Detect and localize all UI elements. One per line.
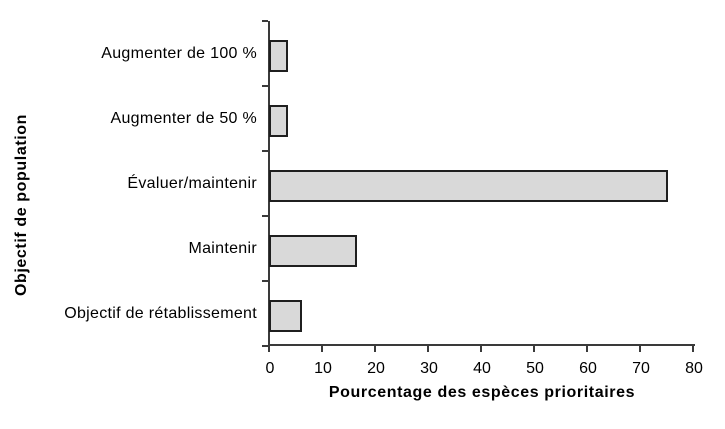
x-axis-tick <box>586 346 588 352</box>
y-axis-tick <box>262 215 268 217</box>
x-tick-label: 80 <box>685 360 703 377</box>
x-axis-tick <box>374 346 376 352</box>
x-tick-label: 30 <box>420 360 438 377</box>
x-tick-label: 20 <box>367 360 385 377</box>
category-label: Objectif de rétablissement <box>64 305 257 322</box>
x-axis-tick <box>480 346 482 352</box>
y-axis-tick <box>262 85 268 87</box>
x-tick-label: 40 <box>473 360 491 377</box>
x-tick-label: 10 <box>314 360 332 377</box>
bar-2 <box>269 170 668 202</box>
category-label: Augmenter de 50 % <box>110 110 257 127</box>
bar-4 <box>269 300 302 332</box>
bar-1 <box>269 105 288 137</box>
x-axis-tick <box>427 346 429 352</box>
x-axis-tick <box>533 346 535 352</box>
x-axis-line <box>268 344 695 346</box>
y-axis-tick <box>262 150 268 152</box>
x-axis-title: Pourcentage des espèces prioritaires <box>328 384 636 401</box>
bar-3 <box>269 235 357 267</box>
x-tick-label: 60 <box>579 360 597 377</box>
y-axis-title: Objectif de population <box>13 113 30 297</box>
bar-0 <box>269 40 288 72</box>
x-axis-tick <box>692 346 694 352</box>
category-label: Évaluer/maintenir <box>127 175 257 192</box>
category-label: Augmenter de 100 % <box>101 45 257 62</box>
x-tick-label: 0 <box>265 360 275 377</box>
y-axis-tick <box>262 280 268 282</box>
x-axis-tick <box>321 346 323 352</box>
x-tick-label: 70 <box>632 360 650 377</box>
x-tick-label: 50 <box>526 360 544 377</box>
y-axis-tick <box>262 20 268 22</box>
x-axis-tick <box>268 346 270 352</box>
x-axis-tick <box>639 346 641 352</box>
y-axis-tick <box>262 345 268 347</box>
category-label: Maintenir <box>188 240 257 257</box>
